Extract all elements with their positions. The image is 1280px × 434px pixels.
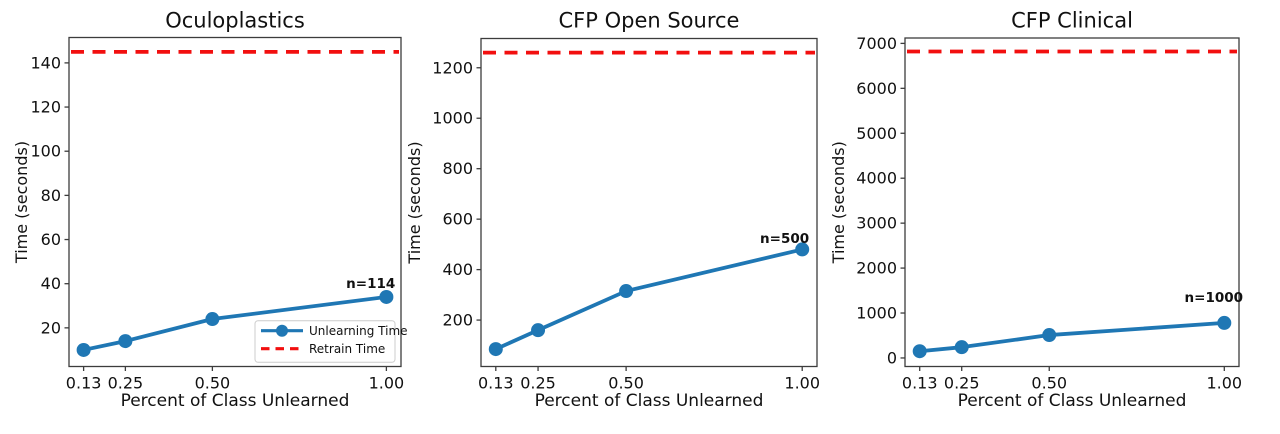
y-axis-label: Time (seconds) bbox=[405, 141, 424, 264]
x-tick-label: 0.50 bbox=[195, 374, 231, 393]
y-tick-label: 1000 bbox=[856, 304, 897, 323]
x-tick-label: 0.25 bbox=[520, 374, 556, 393]
legend-label-unlearning: Unlearning Time bbox=[309, 324, 408, 338]
data-point-marker bbox=[912, 344, 927, 359]
y-tick-label: 6000 bbox=[856, 79, 897, 98]
y-tick-label: 800 bbox=[442, 159, 473, 178]
legend-unlearning-swatch-marker bbox=[276, 324, 288, 337]
x-axis-label: Percent of Class Unlearned bbox=[958, 391, 1187, 411]
y-tick-label: 1000 bbox=[432, 109, 473, 128]
y-axis-label: Time (seconds) bbox=[12, 141, 31, 264]
chart-cfp-open-source: 200 400 600 800 1000 1200 0.13 0.25 0.50 1.00 CFP … bbox=[405, 9, 820, 412]
y-tick-label: 2000 bbox=[856, 259, 897, 278]
x-tick-label: 0.50 bbox=[608, 374, 644, 393]
x-axis-label: Percent of Class Unlearned bbox=[535, 391, 764, 411]
data-point-marker bbox=[531, 323, 546, 338]
x-tick-label: 0.13 bbox=[902, 374, 938, 393]
data-point-marker bbox=[379, 289, 394, 304]
data-point-marker bbox=[954, 340, 969, 355]
data-point-marker bbox=[118, 334, 133, 349]
data-point-marker bbox=[795, 242, 810, 257]
y-tick-label: 100 bbox=[30, 142, 61, 161]
y-tick-label: 120 bbox=[30, 98, 61, 117]
y-tick-label: 1200 bbox=[432, 58, 473, 77]
y-tick-label: 140 bbox=[30, 53, 61, 72]
chart-title: Oculoplastics bbox=[165, 9, 305, 33]
axes-frame bbox=[904, 37, 1240, 368]
unlearning-time-line bbox=[493, 247, 805, 351]
x-tick-label: 1.00 bbox=[1206, 374, 1242, 393]
y-tick-label: 600 bbox=[442, 210, 473, 229]
y-tick-label: 400 bbox=[442, 260, 473, 279]
x-tick-label: 0.50 bbox=[1031, 374, 1067, 393]
y-tick-label: 3000 bbox=[856, 214, 897, 233]
legend: Unlearning Time Retrain Time bbox=[254, 320, 408, 363]
chart-title: CFP Open Source bbox=[559, 9, 740, 33]
legend-label-retrain: Retrain Time bbox=[309, 342, 385, 356]
data-point-marker bbox=[76, 342, 91, 357]
y-tick-label: 200 bbox=[442, 311, 473, 330]
axes-frame bbox=[480, 37, 818, 368]
chart-title: CFP Clinical bbox=[1011, 9, 1133, 33]
x-axis-label: Percent of Class Unlearned bbox=[121, 391, 350, 411]
x-tick-label: 1.00 bbox=[784, 374, 820, 393]
chart-oculoplastics: 20 40 60 80 100 120 140 0.13 0.25 0.50 1.00 Oculopl… bbox=[12, 9, 408, 412]
y-tick-label: 60 bbox=[41, 230, 61, 249]
y-tick-label: 7000 bbox=[856, 34, 897, 53]
unlearning-time-line bbox=[917, 321, 1227, 354]
x-tick-label: 0.25 bbox=[108, 374, 144, 393]
data-point-marker bbox=[1042, 328, 1057, 343]
y-tick-label: 20 bbox=[41, 318, 61, 337]
data-point-marker bbox=[205, 312, 220, 327]
y-tick-label: 40 bbox=[41, 274, 61, 293]
x-tick-label: 1.00 bbox=[369, 374, 405, 393]
y-tick-label: 0 bbox=[887, 348, 897, 367]
data-point-marker bbox=[619, 284, 634, 299]
sample-size-annotation: n=114 bbox=[346, 276, 395, 292]
sample-size-annotation: n=1000 bbox=[1185, 290, 1244, 306]
data-point-marker bbox=[1217, 315, 1232, 330]
y-tick-label: 4000 bbox=[856, 169, 897, 188]
chart-cfp-clinical: 0 1000 2000 3000 4000 5000 6000 7000 0.13 0.25 0.5… bbox=[829, 9, 1243, 412]
x-tick-label: 0.13 bbox=[66, 374, 102, 393]
unlearning-time-line bbox=[81, 295, 389, 352]
x-tick-label: 0.13 bbox=[478, 374, 514, 393]
x-tick-label: 0.25 bbox=[944, 374, 980, 393]
axes-frame bbox=[68, 36, 402, 368]
data-point-marker bbox=[488, 342, 503, 357]
y-tick-label: 80 bbox=[41, 186, 61, 205]
y-axis-label: Time (seconds) bbox=[829, 141, 848, 264]
y-tick-label: 5000 bbox=[856, 124, 897, 143]
sample-size-annotation: n=500 bbox=[760, 231, 809, 247]
